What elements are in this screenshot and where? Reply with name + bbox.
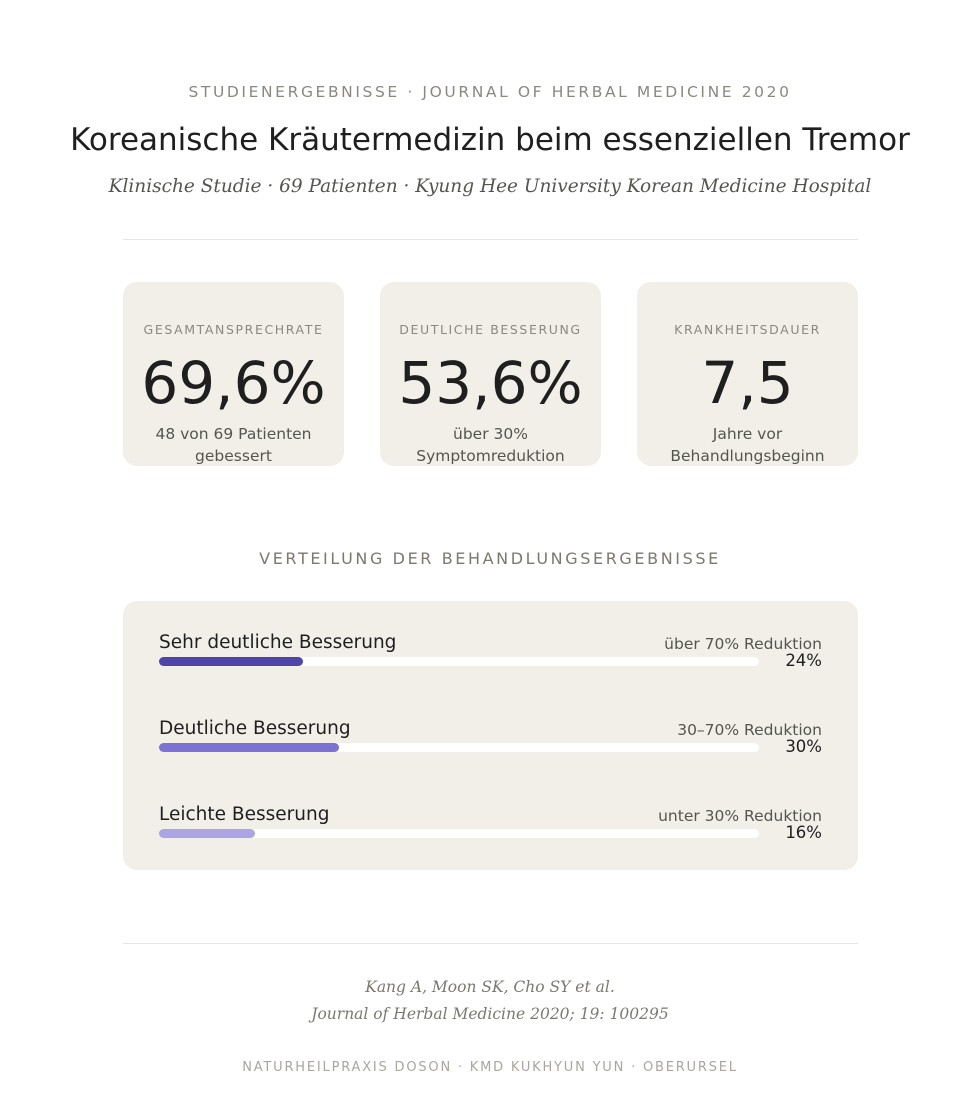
distribution-row: Deutliche Besserung 30–70% Reduktion 30% [159,718,822,778]
stat-value: 53,6% [398,349,583,417]
progress-track [159,657,759,666]
distribution-panel: Sehr deutliche Besserung über 70% Redukt… [123,601,858,870]
row-note: über 70% Reduktion [664,635,822,653]
row-note: unter 30% Reduktion [658,807,822,825]
stat-card-response-rate: GESAMTANSPRECHRATE 69,6% 48 von 69 Patie… [123,282,344,466]
row-percent: 16% [785,823,822,842]
stat-desc: 48 von 69 Patienten gebessert [155,425,312,465]
row-name: Sehr deutliche Besserung [159,632,397,653]
citation-authors: Kang A, Moon SK, Cho SY et al. [365,978,615,996]
stat-label: GESAMTANSPRECHRATE [143,322,324,337]
section-title: VERTEILUNG DER BEHANDLUNGSERGEBNISSE [259,549,721,568]
progress-track [159,829,759,838]
progress-track [159,743,759,752]
distribution-row: Leichte Besserung unter 30% Reduktion 16… [159,804,822,864]
progress-fill [159,743,339,752]
row-name: Deutliche Besserung [159,718,351,739]
stat-label: KRANKHEITSDAUER [674,322,821,337]
footer: NATURHEILPRAXIS DOSON · KMD KUKHYUN YUN … [242,1060,738,1075]
subtitle: Klinische Studie · 69 Patienten · Kyung … [108,176,872,197]
divider-bottom [123,943,858,944]
citation-journal: Journal of Herbal Medicine 2020; 19: 100… [311,1005,669,1023]
row-name: Leichte Besserung [159,804,330,825]
progress-fill [159,657,303,666]
row-percent: 30% [785,737,822,756]
stat-label: DEUTLICHE BESSERUNG [399,322,582,337]
stat-value: 69,6% [141,349,326,417]
row-percent: 24% [785,651,822,670]
stat-desc: Jahre vor Behandlungsbeginn [670,425,825,465]
stat-desc: über 30% Symptomreduktion [416,425,565,465]
eyebrow: STUDIENERGEBNISSE · JOURNAL OF HERBAL ME… [188,83,792,101]
page-title: Koreanische Kräutermedizin beim essenzie… [70,122,910,158]
row-note: 30–70% Reduktion [677,721,822,739]
stat-card-disease-duration: KRANKHEITSDAUER 7,5 Jahre vor Behandlung… [637,282,858,466]
progress-fill [159,829,255,838]
stat-card-marked-improvement: DEUTLICHE BESSERUNG 53,6% über 30% Sympt… [380,282,601,466]
distribution-row: Sehr deutliche Besserung über 70% Redukt… [159,632,822,692]
stat-value: 7,5 [701,349,794,417]
divider-top [123,239,858,240]
